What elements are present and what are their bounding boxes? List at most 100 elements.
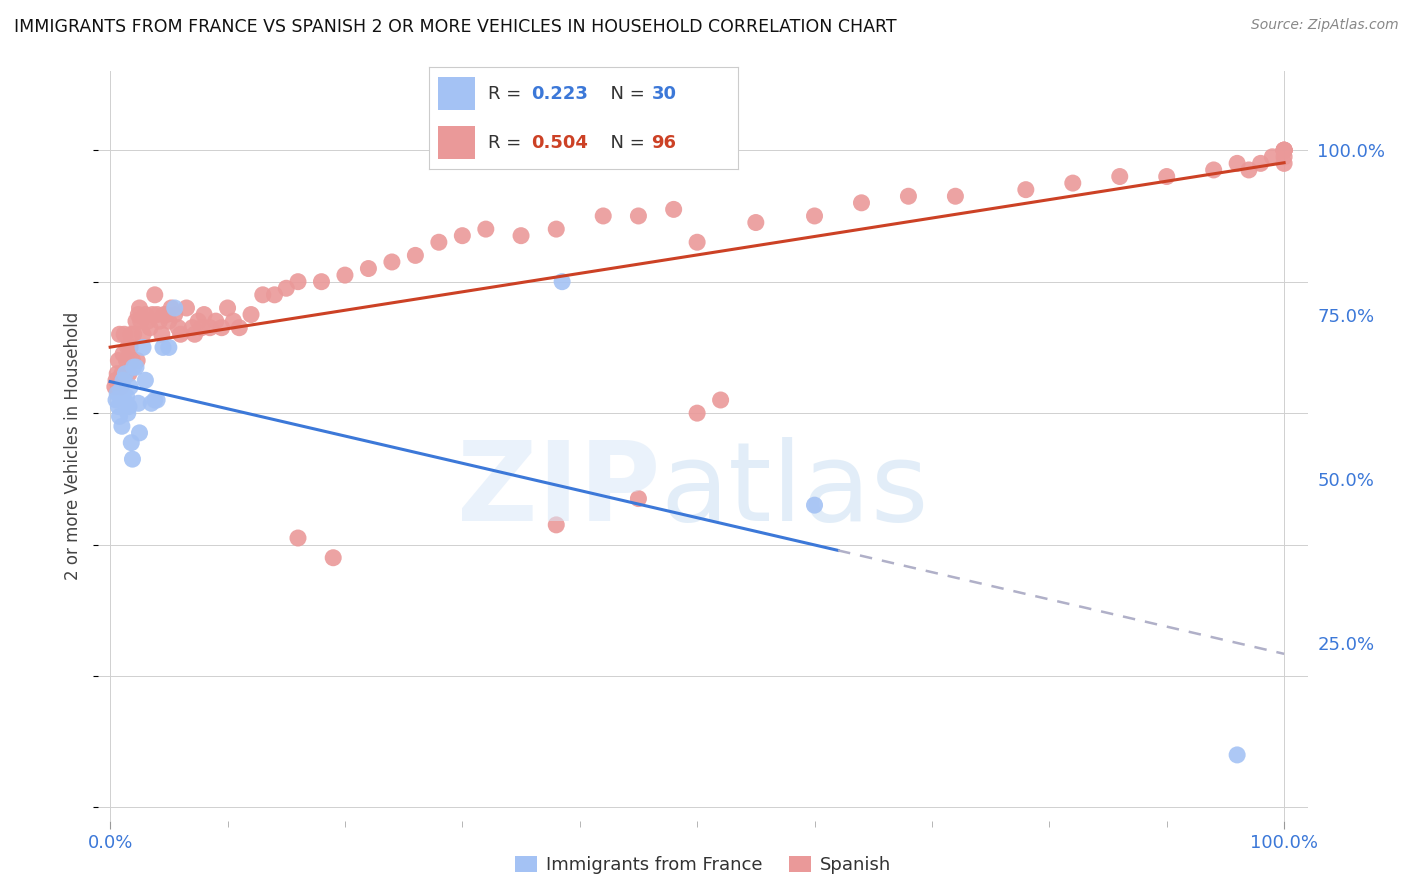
Point <box>546 222 568 236</box>
Point <box>167 320 190 334</box>
Point <box>1272 143 1295 157</box>
Point <box>176 301 198 315</box>
Point <box>945 189 967 203</box>
Point <box>115 390 138 404</box>
Point <box>112 327 135 342</box>
Point <box>193 308 215 322</box>
Point <box>357 261 380 276</box>
Text: N =: N = <box>599 85 651 103</box>
Point <box>105 392 128 407</box>
Text: R =: R = <box>488 85 527 103</box>
Point <box>105 373 128 387</box>
Point <box>112 347 135 361</box>
Text: N =: N = <box>599 134 651 152</box>
Point <box>228 320 250 334</box>
Point <box>121 353 143 368</box>
Point <box>803 498 825 512</box>
Point <box>118 367 141 381</box>
Point <box>143 288 166 302</box>
Point <box>117 406 139 420</box>
Point <box>1237 163 1260 178</box>
Point <box>546 517 568 532</box>
Text: 96: 96 <box>651 134 676 152</box>
Point <box>127 353 149 368</box>
Point <box>146 392 169 407</box>
Point <box>108 327 131 342</box>
Point <box>897 189 920 203</box>
Point <box>110 380 132 394</box>
Point <box>117 340 139 354</box>
Point <box>127 308 149 322</box>
Point <box>139 320 162 334</box>
Text: 0.504: 0.504 <box>531 134 588 152</box>
Point <box>263 288 285 302</box>
Point <box>240 308 263 322</box>
Point <box>190 320 212 334</box>
Bar <box>439 127 475 159</box>
Text: R =: R = <box>488 134 527 152</box>
Point <box>105 386 128 401</box>
Point <box>287 275 309 289</box>
Point <box>686 235 709 250</box>
Point <box>627 209 650 223</box>
Point <box>108 409 131 424</box>
Point <box>803 209 825 223</box>
Point <box>120 327 142 342</box>
Point <box>427 235 450 250</box>
Point <box>107 400 129 414</box>
Point <box>157 314 180 328</box>
Point <box>1272 143 1295 157</box>
Point <box>128 301 150 315</box>
Point <box>155 308 177 322</box>
Point <box>105 367 128 381</box>
Bar <box>439 77 475 110</box>
Point <box>198 320 221 334</box>
Point <box>107 353 129 368</box>
Point <box>114 367 136 381</box>
Point <box>662 202 685 217</box>
Point <box>183 327 205 342</box>
Text: 30: 30 <box>651 85 676 103</box>
Text: ZIP: ZIP <box>457 437 661 544</box>
Point <box>1226 156 1249 170</box>
Text: IMMIGRANTS FROM FRANCE VS SPANISH 2 OR MORE VEHICLES IN HOUSEHOLD CORRELATION CH: IMMIGRANTS FROM FRANCE VS SPANISH 2 OR M… <box>14 18 897 36</box>
Point <box>211 320 233 334</box>
Point <box>125 314 148 328</box>
Point <box>686 406 709 420</box>
Point <box>1272 156 1295 170</box>
Point <box>112 373 135 387</box>
Point <box>276 281 298 295</box>
Point <box>551 275 574 289</box>
Point <box>222 314 245 328</box>
Point <box>134 308 156 322</box>
Point <box>163 301 186 315</box>
Point <box>148 314 170 328</box>
Point <box>187 314 209 328</box>
Point <box>120 340 142 354</box>
Point <box>287 531 309 545</box>
Text: atlas: atlas <box>661 437 929 544</box>
Point <box>127 396 149 410</box>
Point <box>111 367 134 381</box>
Text: Source: ZipAtlas.com: Source: ZipAtlas.com <box>1251 18 1399 32</box>
Point <box>141 396 163 410</box>
Point <box>404 248 426 262</box>
Point <box>217 301 239 315</box>
Point <box>132 327 155 342</box>
Point <box>129 314 152 328</box>
Point <box>160 301 183 315</box>
Point <box>381 255 404 269</box>
Point <box>710 392 733 407</box>
Point <box>451 228 474 243</box>
Point <box>169 327 191 342</box>
Point <box>120 435 142 450</box>
Y-axis label: 2 or more Vehicles in Household: 2 or more Vehicles in Household <box>65 312 83 580</box>
Point <box>333 268 356 282</box>
Point <box>181 320 204 334</box>
Point <box>1272 143 1295 157</box>
Point <box>1015 183 1038 197</box>
Text: 0.223: 0.223 <box>531 85 588 103</box>
Point <box>252 288 274 302</box>
Point <box>110 383 132 397</box>
Point <box>121 452 143 467</box>
